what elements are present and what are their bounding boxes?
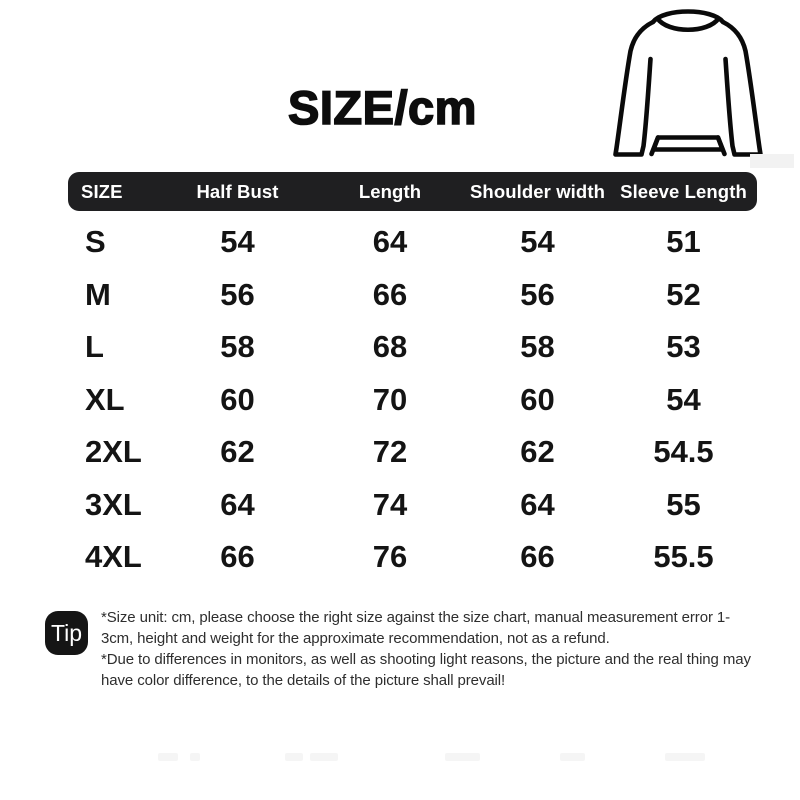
table-row-3xl: 3XL 64 74 64 55: [68, 479, 757, 532]
shoulder-value: 62: [520, 434, 555, 470]
half-bust-value: 62: [220, 434, 255, 470]
sleeve-value: 55.5: [653, 539, 714, 575]
length-value: 70: [372, 381, 408, 417]
sleeve-value: 54.5: [653, 434, 714, 470]
size-label: 2XL: [85, 434, 142, 470]
half-bust-value: 58: [220, 329, 255, 365]
length-value: 66: [372, 276, 408, 312]
table-row-2xl: 2XL 62 72 62 54.5: [68, 426, 757, 479]
size-label: S: [85, 224, 106, 260]
size-label: XL: [85, 381, 125, 417]
tip-notes: *Size unit: cm, please choose the right …: [101, 607, 761, 691]
shoulder-value: 54: [520, 224, 555, 260]
half-bust-value: 56: [220, 276, 255, 312]
half-bust-value: 60: [220, 381, 255, 417]
table-row-m: M 56 66 56 52: [68, 269, 757, 322]
shoulder-value: 60: [520, 381, 555, 417]
table-header: SIZE Half Bust Length Shoulder width Sle…: [68, 172, 757, 211]
shoulder-value: 56: [520, 276, 555, 312]
tip-badge: Tip: [45, 611, 88, 655]
shoulder-value: 64: [520, 486, 555, 522]
table-row-xl: XL 60 70 60 54: [68, 374, 757, 427]
size-label: M: [85, 276, 111, 312]
half-bust-value: 64: [220, 486, 255, 522]
sleeve-value: 54: [666, 381, 701, 417]
size-table-body: S 54 64 54 51 M 56 66 56 52 L 58 68 58 5…: [68, 216, 757, 584]
size-label: 3XL: [85, 486, 142, 522]
sleeve-value: 51: [666, 224, 701, 260]
length-value: 68: [372, 329, 408, 365]
column-header-shoulder-width: Shoulder width: [469, 180, 605, 202]
table-row-l: L 58 68 58 53: [68, 321, 757, 374]
shoulder-value: 58: [520, 329, 555, 365]
table-row-s: S 54 64 54 51: [68, 216, 757, 269]
faint-artifact-row: [0, 753, 800, 762]
table-row-4xl: 4XL 66 76 66 55.5: [68, 531, 757, 584]
shoulder-value: 66: [520, 539, 555, 575]
faint-artifact: [750, 154, 794, 168]
length-value: 74: [372, 486, 408, 522]
half-bust-value: 66: [220, 539, 255, 575]
column-header-sleeve-length: Sleeve Length: [620, 180, 747, 202]
size-label: 4XL: [85, 539, 142, 575]
sleeve-value: 52: [666, 276, 701, 312]
sleeve-value: 53: [666, 329, 701, 365]
column-header-half-bust: Half Bust: [196, 180, 279, 202]
half-bust-value: 54: [220, 224, 255, 260]
length-value: 64: [372, 224, 408, 260]
tip-note-size-unit: *Size unit: cm, please choose the right …: [101, 609, 731, 647]
column-header-size: SIZE: [81, 180, 123, 202]
length-value: 76: [372, 539, 408, 575]
size-label: L: [85, 329, 104, 365]
column-header-length: Length: [358, 180, 422, 202]
tip-note-color-difference: *Due to differences in monitors, as well…: [101, 651, 751, 689]
length-value: 72: [372, 434, 408, 470]
page-title: SIZE/cm: [287, 81, 477, 134]
sweater-icon: [613, 9, 763, 157]
sleeve-value: 55: [666, 486, 701, 522]
